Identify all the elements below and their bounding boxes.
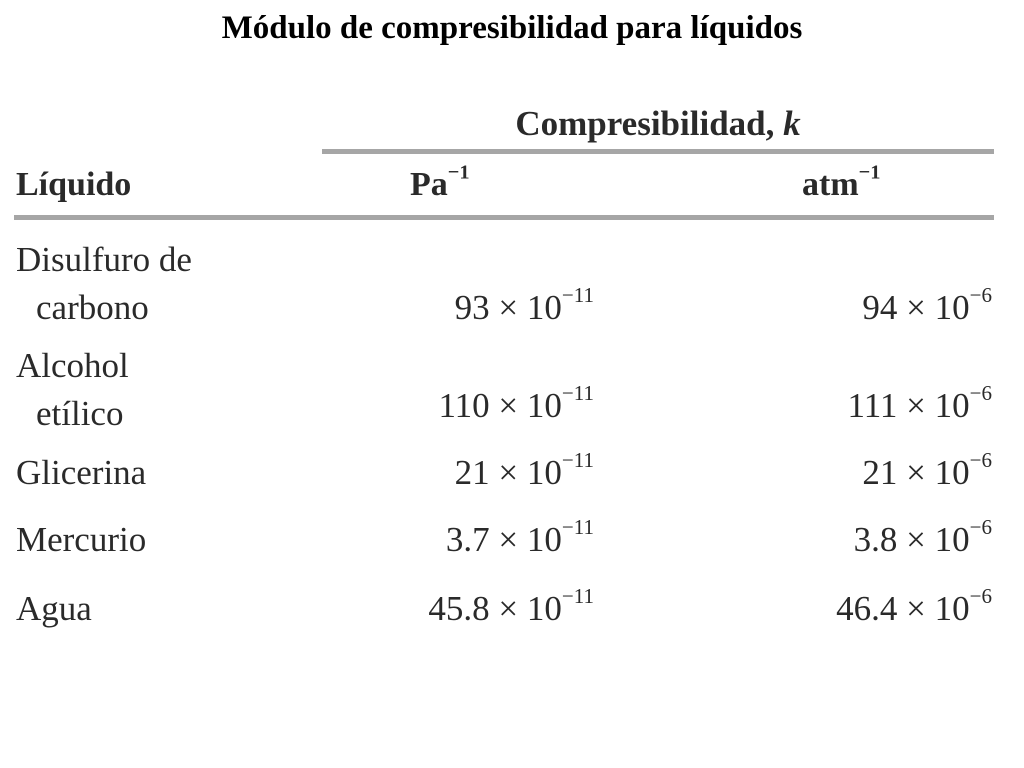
atm-value: 46.4 × 10−6 [836,585,992,633]
liquid-name: Glicerina [16,449,146,497]
column-header-liquid: Líquido [16,166,132,203]
column-header-pa-unit: Pa [410,166,448,203]
atm-value: 21 × 10−6 [862,449,992,497]
pa-mantissa: 93 × 10 [454,288,562,327]
atm-mantissa: 94 × 10 [862,288,970,327]
liquid-name: Mercurio [16,516,146,564]
atm-value: 94 × 10−6 [862,284,992,332]
pa-exponent: −11 [561,584,594,609]
compressibility-group-header: Compresibilidad, k [322,104,994,144]
column-header-pa: Pa−1 [410,162,470,204]
atm-exponent: −6 [969,584,992,609]
liquid-name: Disulfuro de carbono [16,236,192,332]
atm-mantissa: 46.4 × 10 [836,589,970,628]
pa-value: 93 × 10−11 [455,284,594,332]
atm-exponent: −6 [969,283,992,308]
atm-mantissa: 21 × 10 [862,453,970,492]
pa-value: 3.7 × 10−11 [446,516,594,564]
liquid-name-line1: Mercurio [16,520,147,559]
liquid-name-line2: etílico [36,394,124,433]
column-header-atm-exponent: −1 [858,161,881,184]
column-header-atm: atm−1 [802,162,880,204]
page-title: Módulo de compresibilidad para líquidos [221,10,803,46]
pa-exponent: −11 [561,515,594,540]
atm-mantissa: 111 × 10 [847,386,970,425]
group-header-divider [322,149,994,154]
pa-exponent: −11 [561,448,594,473]
liquid-name: Alcohol etílico [16,342,129,438]
liquid-name-line1: Agua [16,589,92,628]
liquid-name-line1: Glicerina [16,453,147,492]
pa-value: 45.8 × 10−11 [428,585,594,633]
column-header-atm-unit: atm [802,166,859,203]
atm-mantissa: 3.8 × 10 [853,520,970,559]
liquid-name-line1: Disulfuro de [16,240,192,279]
liquid-name: Agua [16,585,92,633]
header-divider [14,215,994,220]
pa-exponent: −11 [561,381,594,406]
group-header-label: Compresibilidad, [515,104,784,143]
liquid-name-line1: Alcohol [16,346,129,385]
pa-mantissa: 21 × 10 [454,453,562,492]
pa-mantissa: 45.8 × 10 [428,589,562,628]
pa-mantissa: 110 × 10 [438,386,562,425]
atm-value: 111 × 10−6 [848,382,993,430]
pa-value: 110 × 10−11 [438,382,594,430]
atm-exponent: −6 [969,381,992,406]
pa-mantissa: 3.7 × 10 [445,520,562,559]
pa-exponent: −11 [561,283,594,308]
column-header-pa-exponent: −1 [447,161,470,184]
atm-exponent: −6 [969,515,992,540]
pa-value: 21 × 10−11 [455,449,594,497]
liquid-name-line2: carbono [36,288,149,327]
group-header-symbol: k [783,104,801,143]
atm-value: 3.8 × 10−6 [854,516,992,564]
atm-exponent: −6 [969,448,992,473]
